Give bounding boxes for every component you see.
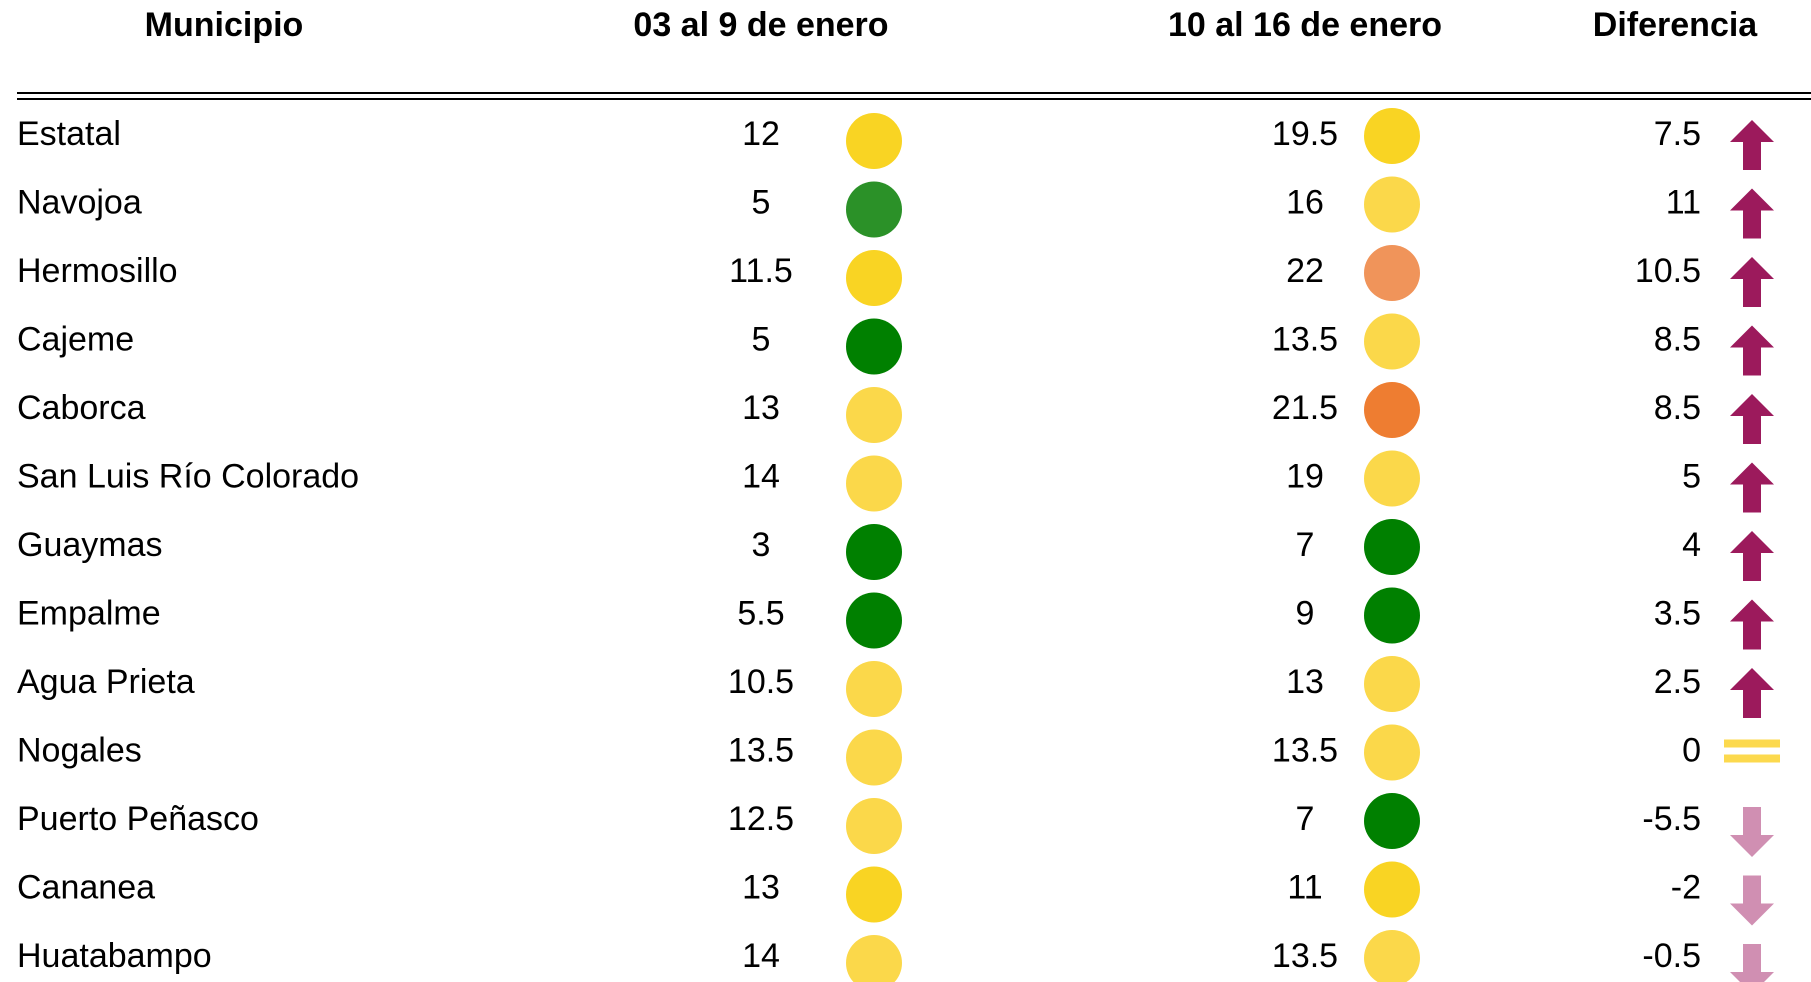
column-header: Municipio bbox=[145, 6, 304, 44]
municipio: Hermosillo bbox=[17, 252, 178, 290]
status-dot bbox=[1364, 382, 1420, 438]
value-week2: 16 bbox=[1286, 183, 1324, 221]
difference: -5.5 bbox=[1642, 800, 1701, 838]
arrow-up bbox=[1730, 394, 1774, 444]
value-week1: 10.5 bbox=[728, 663, 794, 701]
difference: 5 bbox=[1682, 457, 1701, 495]
municipio: Guaymas bbox=[17, 526, 163, 564]
difference: -2 bbox=[1671, 868, 1701, 906]
value-week1: 5.5 bbox=[737, 594, 784, 632]
municipio: Cajeme bbox=[17, 320, 134, 358]
value-week2: 7 bbox=[1296, 800, 1315, 838]
arrow-up bbox=[1730, 531, 1774, 581]
status-dot bbox=[1364, 176, 1420, 233]
value-week1: 13.5 bbox=[728, 731, 794, 769]
status-dot bbox=[1364, 519, 1420, 575]
arrow-up bbox=[1730, 257, 1774, 307]
difference: -0.5 bbox=[1642, 937, 1701, 975]
status-dot bbox=[1364, 930, 1420, 982]
status-dot bbox=[1364, 245, 1420, 301]
status-dot bbox=[846, 798, 902, 854]
value-week1: 11.5 bbox=[729, 252, 793, 290]
municipio: Nogales bbox=[17, 731, 142, 769]
value-week2: 22 bbox=[1286, 252, 1324, 290]
value-week2: 7 bbox=[1296, 526, 1315, 564]
arrow-up bbox=[1730, 325, 1774, 376]
difference: 3.5 bbox=[1654, 594, 1701, 632]
arrow-up bbox=[1730, 668, 1774, 718]
municipio: San Luis Río Colorado bbox=[17, 457, 359, 495]
difference: 7.5 bbox=[1654, 115, 1701, 153]
value-week2: 13.5 bbox=[1272, 320, 1338, 358]
status-dot bbox=[1364, 861, 1420, 918]
municipio: Huatabampo bbox=[17, 937, 212, 975]
status-dot bbox=[846, 661, 902, 717]
equal-sign bbox=[1724, 739, 1780, 748]
arrow-up bbox=[1730, 120, 1774, 170]
value-week2: 9 bbox=[1296, 594, 1315, 632]
municipio: Puerto Peñasco bbox=[17, 800, 259, 838]
value-week1: 12 bbox=[742, 115, 780, 153]
difference: 0 bbox=[1682, 731, 1701, 769]
difference: 10.5 bbox=[1635, 252, 1701, 290]
column-header: Diferencia bbox=[1593, 6, 1758, 44]
arrow-up bbox=[1730, 188, 1774, 239]
column-header: 03 al 9 de enero bbox=[633, 6, 888, 44]
equal-sign bbox=[1724, 754, 1780, 763]
status-dot bbox=[846, 181, 902, 238]
value-week1: 5 bbox=[752, 320, 771, 358]
status-dot bbox=[1364, 656, 1420, 712]
status-dot bbox=[846, 250, 902, 306]
difference: 11 bbox=[1666, 183, 1701, 221]
status-dot bbox=[846, 455, 902, 512]
arrow-down bbox=[1730, 807, 1774, 857]
municipio: Cananea bbox=[17, 868, 155, 906]
status-dot bbox=[846, 387, 902, 443]
difference: 8.5 bbox=[1654, 320, 1701, 358]
status-dot bbox=[846, 318, 902, 375]
arrow-up bbox=[1730, 599, 1774, 650]
status-dot bbox=[1364, 793, 1420, 849]
municipio: Navojoa bbox=[17, 183, 142, 221]
arrow-up bbox=[1730, 462, 1774, 513]
value-week2: 19.5 bbox=[1272, 115, 1338, 153]
value-week1: 5 bbox=[752, 183, 771, 221]
municipio: Estatal bbox=[17, 115, 121, 153]
status-dot bbox=[846, 729, 902, 786]
status-dot bbox=[1364, 108, 1420, 164]
value-week1: 3 bbox=[752, 526, 771, 564]
value-week2: 13.5 bbox=[1272, 937, 1338, 975]
status-dot bbox=[846, 524, 902, 580]
arrow-down bbox=[1730, 875, 1774, 926]
municipio: Empalme bbox=[17, 594, 161, 632]
municipio: Caborca bbox=[17, 389, 146, 427]
difference: 2.5 bbox=[1654, 663, 1701, 701]
status-dot bbox=[846, 935, 902, 982]
value-week1: 14 bbox=[742, 937, 780, 975]
status-dot bbox=[1364, 724, 1420, 781]
value-week1: 14 bbox=[742, 457, 780, 495]
value-week2: 21.5 bbox=[1272, 389, 1338, 427]
municipio: Agua Prieta bbox=[17, 663, 195, 701]
value-week1: 12.5 bbox=[728, 800, 794, 838]
difference: 8.5 bbox=[1654, 389, 1701, 427]
status-dot bbox=[846, 592, 902, 649]
status-dot bbox=[846, 113, 902, 169]
status-dot bbox=[1364, 587, 1420, 644]
value-week1: 13 bbox=[742, 389, 780, 427]
value-week2: 13 bbox=[1286, 663, 1324, 701]
difference: 4 bbox=[1682, 526, 1701, 564]
status-dot bbox=[1364, 313, 1420, 370]
arrow-down bbox=[1730, 944, 1774, 982]
column-header: 10 al 16 de enero bbox=[1168, 6, 1442, 44]
status-dot bbox=[1364, 450, 1420, 507]
status-dot bbox=[846, 866, 902, 923]
value-week1: 13 bbox=[742, 868, 780, 906]
value-week2: 11 bbox=[1287, 868, 1322, 906]
value-week2: 19 bbox=[1286, 457, 1324, 495]
value-week2: 13.5 bbox=[1272, 731, 1338, 769]
